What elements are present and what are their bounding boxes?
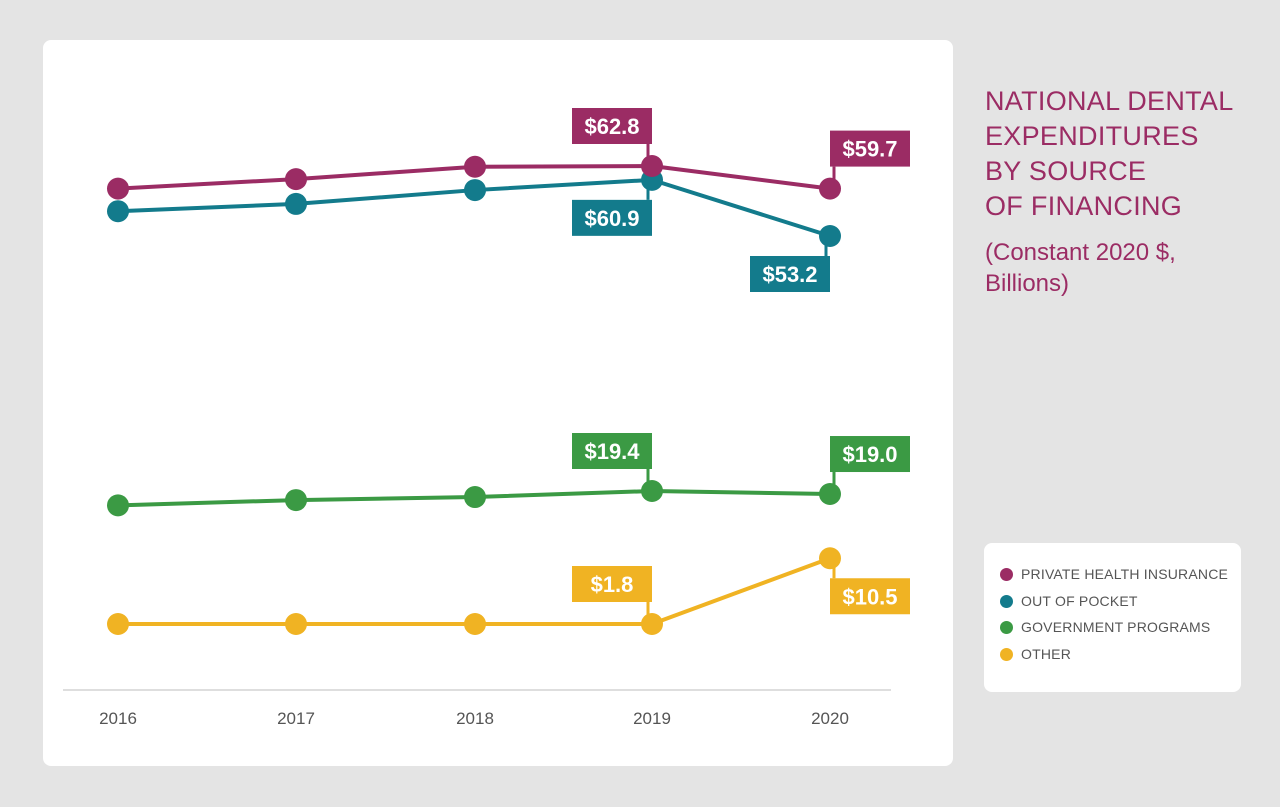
data-label: $19.4 <box>584 439 640 464</box>
data-label: $62.8 <box>584 114 639 139</box>
legend-label: GOVERNMENT PROGRAMS <box>1021 619 1211 635</box>
data-label-box <box>750 256 830 292</box>
data-label: $10.5 <box>842 584 897 609</box>
data-point <box>464 486 486 509</box>
data-point <box>285 613 307 635</box>
data-label: $19.0 <box>842 442 897 467</box>
data-point <box>285 489 307 512</box>
legend: PRIVATE HEALTH INSURANCE OUT OF POCKET G… <box>984 543 1241 692</box>
data-point <box>819 483 841 506</box>
legend-item-other: OTHER <box>1000 645 1071 663</box>
title-line-3: BY SOURCE <box>985 156 1147 186</box>
data-label: $1.8 <box>591 572 634 597</box>
data-label-box <box>830 578 910 615</box>
legend-item-government: GOVERNMENT PROGRAMS <box>1000 618 1210 636</box>
x-tick-label: 2020 <box>811 709 849 728</box>
legend-dot-icon <box>1000 567 1013 581</box>
x-tick-label: 2017 <box>277 709 315 728</box>
data-point <box>107 200 129 223</box>
chart-title: NATIONAL DENTAL EXPENDITURES BY SOURCE O… <box>985 84 1265 224</box>
data-point <box>641 480 663 502</box>
legend-label: PRIVATE HEALTH INSURANCE <box>1021 566 1229 582</box>
legend-dot-icon <box>1000 620 1013 634</box>
data-point <box>107 613 129 635</box>
x-tick-label: 2019 <box>633 709 671 728</box>
data-label-box <box>572 108 652 144</box>
legend-dot-icon <box>1000 594 1013 608</box>
data-label-box <box>572 566 652 602</box>
title-line-2: EXPENDITURES <box>985 121 1199 151</box>
legend-item-private: PRIVATE HEALTH INSURANCE <box>1000 565 1228 583</box>
data-label: $60.9 <box>584 206 639 231</box>
title-line-1: NATIONAL DENTAL <box>985 86 1234 116</box>
data-point <box>107 177 129 200</box>
data-point <box>464 155 486 178</box>
data-label: $53.2 <box>762 262 817 287</box>
chart-card: 2016 2017 2018 2019 2020 $62.8 $59.7 $60.9 $53.2… <box>43 40 953 766</box>
legend-label: OUT OF POCKET <box>1021 593 1138 609</box>
data-label-box <box>572 199 652 236</box>
data-point <box>464 179 486 202</box>
chart-subtitle: (Constant 2020 $, Billions) <box>985 239 1176 297</box>
data-point <box>285 168 307 191</box>
data-point <box>641 155 663 177</box>
legend-item-pocket: OUT OF POCKET <box>1000 592 1138 610</box>
legend-label: OTHER <box>1021 646 1071 662</box>
data-point <box>285 192 307 215</box>
data-point <box>107 494 129 517</box>
data-label-box <box>830 436 910 473</box>
data-point <box>819 225 841 247</box>
data-label-box <box>572 433 652 469</box>
line-chart: 2016 2017 2018 2019 2020 $62.8 $59.7 $60.9 $53.2… <box>63 108 910 728</box>
data-point <box>464 613 486 635</box>
x-tick-label: 2016 <box>99 709 137 728</box>
data-label: $59.7 <box>842 137 897 162</box>
data-label-box <box>830 130 910 167</box>
x-tick-label: 2018 <box>456 709 494 728</box>
data-point <box>819 547 841 570</box>
legend-dot-icon <box>1000 647 1013 661</box>
data-point <box>819 177 841 200</box>
title-line-4: OF FINANCING <box>985 191 1183 221</box>
data-point <box>641 613 663 635</box>
